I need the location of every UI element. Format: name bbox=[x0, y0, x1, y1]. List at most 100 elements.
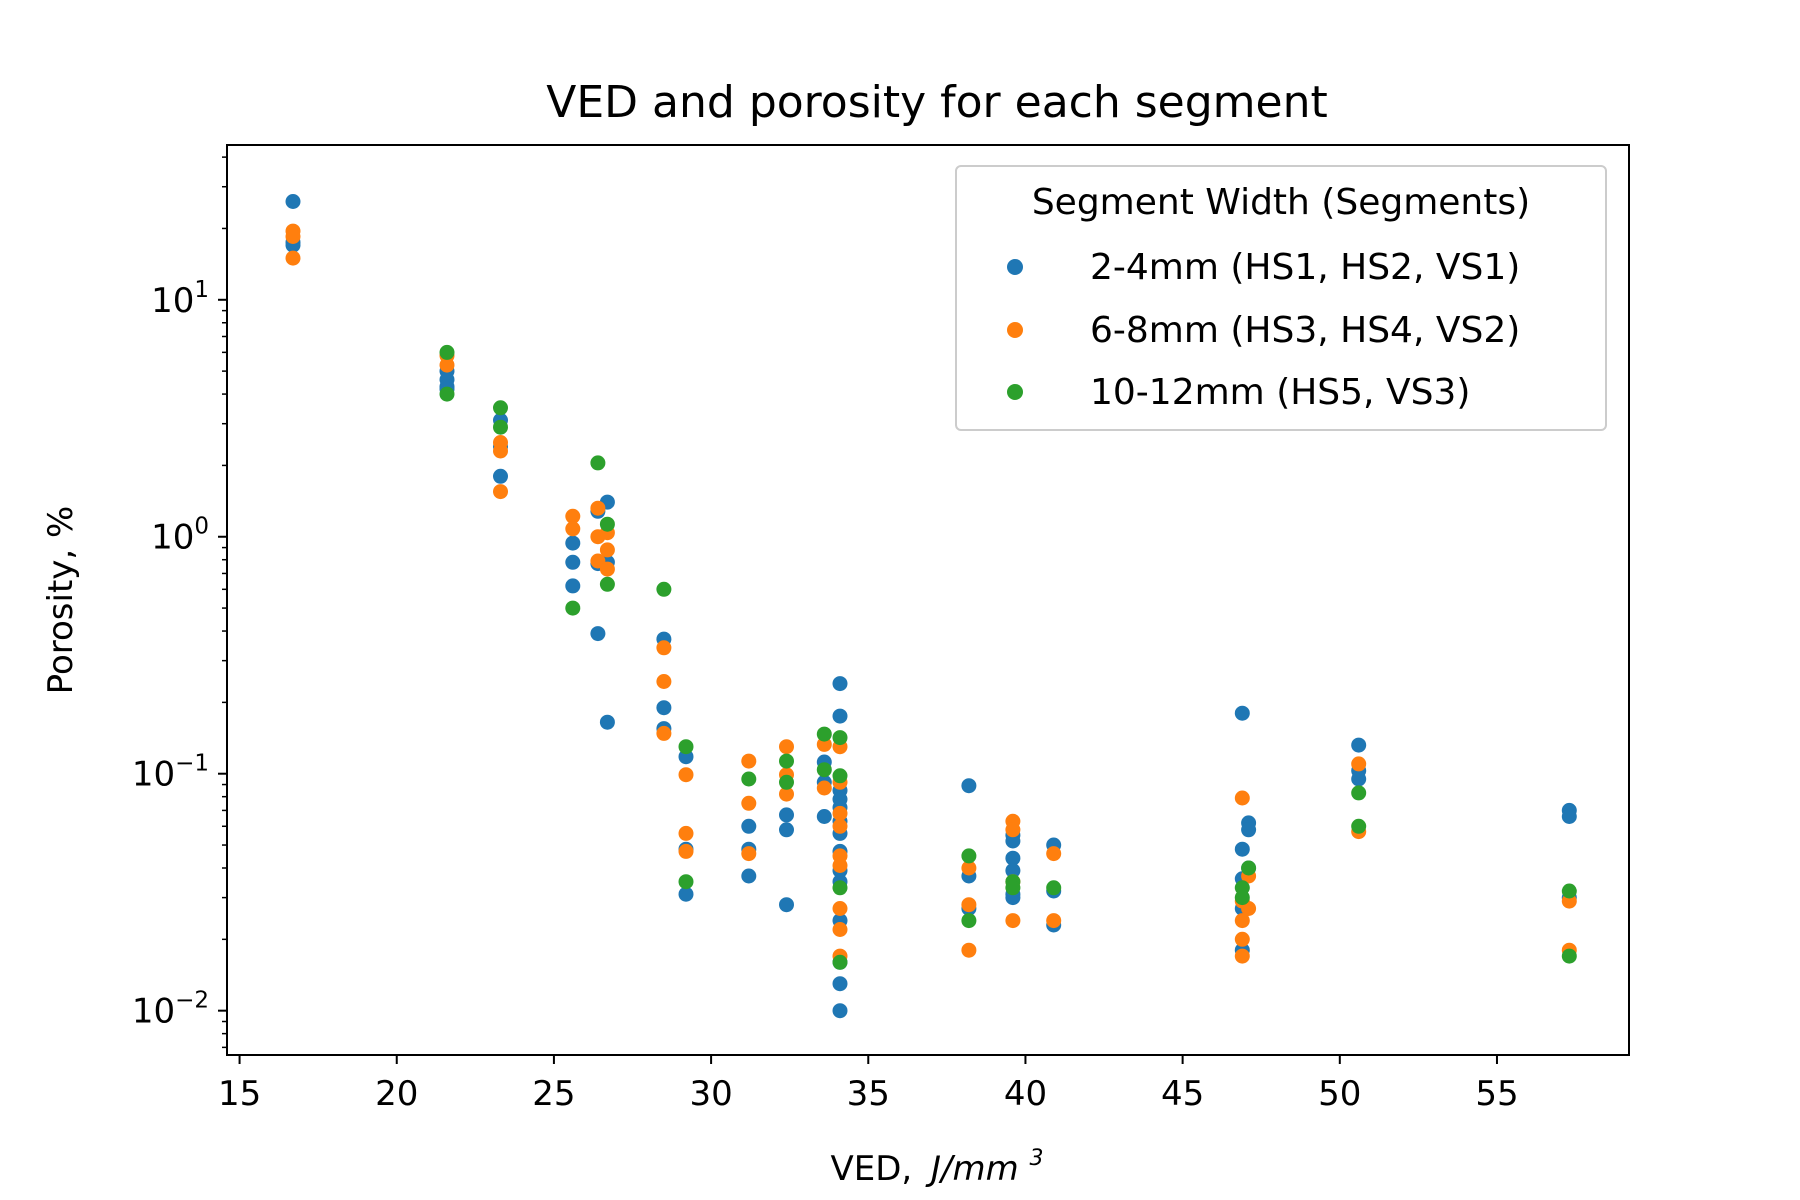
plot-frame bbox=[226, 144, 1630, 1056]
data-point-series-2 bbox=[1005, 822, 1021, 838]
data-point-series-3 bbox=[656, 581, 672, 597]
data-point-series-1 bbox=[816, 809, 832, 824]
data-point-series-1 bbox=[779, 897, 794, 913]
data-point-series-3 bbox=[590, 455, 606, 471]
data-point-series-2 bbox=[816, 736, 832, 752]
data-point-series-2 bbox=[741, 846, 757, 862]
data-point-series-2 bbox=[741, 753, 757, 769]
data-point-series-1 bbox=[565, 535, 581, 551]
data-point-series-3 bbox=[599, 516, 615, 532]
data-point-series-2 bbox=[678, 843, 694, 859]
data-point-series-1 bbox=[741, 868, 757, 884]
data-point-series-2 bbox=[1005, 913, 1021, 929]
data-point-series-2 bbox=[285, 250, 301, 266]
data-point-series-1 bbox=[1005, 863, 1021, 879]
data-point-series-1 bbox=[1234, 705, 1250, 721]
data-point-series-2 bbox=[493, 484, 508, 500]
legend-label-series-1: 2-4mm (HS1, HS2, VS1) bbox=[1090, 247, 1520, 288]
data-point-series-3 bbox=[832, 880, 848, 896]
data-point-series-2 bbox=[565, 521, 581, 537]
data-point-series-2 bbox=[285, 229, 301, 244]
data-point-series-1 bbox=[599, 714, 615, 730]
data-point-series-1 bbox=[832, 676, 848, 692]
x-tick-label: 55 bbox=[1475, 1074, 1518, 1114]
data-point-series-1 bbox=[1351, 771, 1367, 787]
data-point-series-1 bbox=[832, 976, 848, 992]
data-point-series-1 bbox=[832, 1003, 848, 1019]
legend-frame bbox=[955, 165, 1607, 431]
data-point-series-3 bbox=[961, 913, 977, 929]
data-point-series-3 bbox=[439, 386, 455, 402]
data-point-series-2 bbox=[961, 860, 977, 876]
x-tick-label: 25 bbox=[532, 1074, 575, 1114]
data-point-series-1 bbox=[1561, 809, 1577, 824]
x-axis-title: VED, J/mm 3 bbox=[830, 1146, 1043, 1189]
y-tick-label: 100 bbox=[151, 514, 209, 558]
data-point-series-2 bbox=[599, 542, 615, 558]
data-point-series-3 bbox=[1241, 860, 1257, 876]
legend: Segment Width (Segments) 2-4mm (HS1, HS2… bbox=[955, 165, 1607, 431]
data-point-series-3 bbox=[599, 576, 615, 592]
data-point-series-2 bbox=[741, 795, 757, 811]
data-point-series-2 bbox=[816, 780, 832, 796]
data-point-series-1 bbox=[1005, 833, 1021, 849]
x-tick-label: 15 bbox=[218, 1074, 261, 1114]
data-point-series-3 bbox=[1351, 785, 1367, 801]
data-point-series-2 bbox=[779, 786, 794, 802]
data-point-series-1 bbox=[1241, 822, 1257, 838]
data-point-series-3 bbox=[493, 400, 508, 416]
data-point-series-1 bbox=[285, 194, 301, 209]
x-axis-title-unit: J/mm bbox=[925, 1149, 1019, 1189]
data-point-series-2 bbox=[656, 640, 672, 656]
data-point-series-2 bbox=[678, 767, 694, 783]
y-tick-label: 10−1 bbox=[132, 751, 209, 795]
legend-marker-series-2 bbox=[1007, 322, 1023, 338]
data-point-series-1 bbox=[493, 468, 508, 484]
data-point-series-2 bbox=[656, 674, 672, 689]
data-point-series-2 bbox=[832, 901, 848, 916]
x-tick-label: 30 bbox=[689, 1074, 732, 1114]
data-point-series-1 bbox=[1005, 850, 1021, 866]
data-point-series-2 bbox=[1234, 948, 1250, 964]
data-point-series-2 bbox=[961, 942, 977, 958]
data-points bbox=[285, 194, 1577, 1019]
data-point-series-1 bbox=[1234, 841, 1250, 857]
data-point-series-1 bbox=[678, 886, 694, 902]
data-point-series-2 bbox=[1234, 790, 1250, 806]
legend-marker-series-1 bbox=[1007, 259, 1023, 275]
data-point-series-1 bbox=[1351, 737, 1367, 753]
x-axis-ticks: 15 20 25 30 35 40 45 50 55 bbox=[218, 1055, 1519, 1114]
data-point-series-2 bbox=[590, 500, 606, 516]
data-point-series-2 bbox=[1234, 931, 1250, 947]
data-point-series-2 bbox=[599, 561, 615, 577]
data-point-series-3 bbox=[779, 774, 794, 790]
data-point-series-2 bbox=[565, 508, 581, 524]
data-point-series-3 bbox=[1561, 948, 1577, 964]
data-point-series-2 bbox=[1351, 756, 1367, 772]
data-point-series-1 bbox=[779, 822, 794, 838]
data-point-series-1 bbox=[779, 807, 794, 823]
data-point-series-1 bbox=[961, 778, 977, 794]
data-point-series-3 bbox=[832, 954, 848, 970]
x-axis-title-unit-exponent: 3 bbox=[1030, 1146, 1044, 1171]
data-point-series-2 bbox=[832, 818, 848, 834]
data-point-series-3 bbox=[493, 419, 508, 435]
data-point-series-3 bbox=[678, 874, 694, 890]
x-tick-label: 20 bbox=[375, 1074, 418, 1114]
data-point-series-3 bbox=[1046, 880, 1062, 896]
data-point-series-2 bbox=[1046, 913, 1062, 929]
data-point-series-3 bbox=[1234, 880, 1250, 896]
data-point-series-1 bbox=[741, 818, 757, 834]
data-point-series-1 bbox=[656, 700, 672, 716]
data-point-series-3 bbox=[961, 848, 977, 864]
data-point-series-2 bbox=[678, 825, 694, 841]
data-point-series-1 bbox=[565, 554, 581, 570]
legend-marker-series-3 bbox=[1007, 384, 1023, 400]
data-point-series-2 bbox=[1046, 846, 1062, 862]
x-tick-label: 45 bbox=[1161, 1074, 1204, 1114]
y-tick-label: 10−2 bbox=[132, 988, 209, 1032]
data-point-series-2 bbox=[1241, 901, 1257, 916]
x-tick-label: 40 bbox=[1004, 1074, 1047, 1114]
data-point-series-3 bbox=[832, 768, 848, 784]
